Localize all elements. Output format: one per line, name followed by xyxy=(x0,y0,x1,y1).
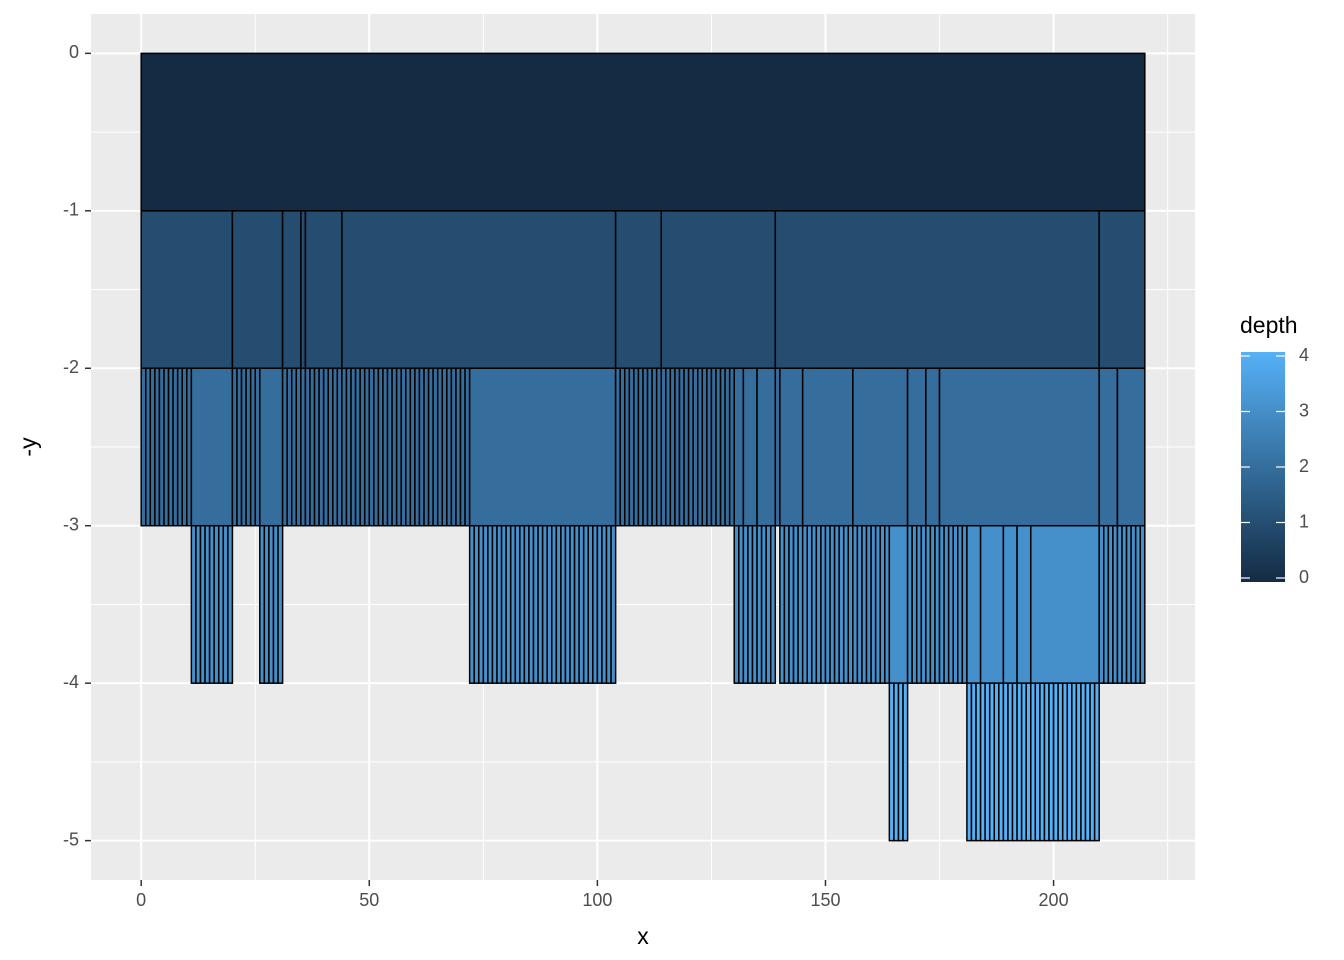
tile xyxy=(140,52,1146,212)
tile xyxy=(341,210,617,370)
tile xyxy=(1116,367,1146,527)
y-tick-label: -3 xyxy=(63,514,79,534)
tile xyxy=(979,524,1005,684)
legend-label: 0 xyxy=(1299,567,1309,587)
tile xyxy=(231,210,284,370)
tile xyxy=(779,367,804,527)
tile xyxy=(227,524,234,684)
y-tick-label: -2 xyxy=(63,357,79,377)
y-tick-label: -1 xyxy=(63,200,79,220)
tile xyxy=(801,367,854,527)
tile xyxy=(281,210,302,370)
tile xyxy=(610,524,617,684)
x-tick-label: 100 xyxy=(582,890,612,910)
legend: 0 1 2 3 4 xyxy=(1241,345,1309,587)
y-axis-title: -y xyxy=(15,437,41,457)
tile xyxy=(902,682,909,842)
tile xyxy=(1093,682,1100,842)
tile xyxy=(1098,210,1146,370)
tile xyxy=(1002,524,1018,684)
tile xyxy=(277,524,284,684)
tile xyxy=(1030,524,1100,684)
x-axis-title: x xyxy=(637,923,649,949)
tile xyxy=(1098,367,1119,527)
tile xyxy=(938,367,1100,527)
y-tick-label: -5 xyxy=(63,829,79,849)
legend-label: 2 xyxy=(1299,456,1309,476)
axes: 0 50 100 150 200 0 -1 -2 -3 -4 -5 xyxy=(63,42,1069,910)
legend-label: 1 xyxy=(1299,511,1309,531)
legend-label: 3 xyxy=(1299,400,1309,420)
tile xyxy=(852,367,909,527)
tile xyxy=(614,210,662,370)
tile xyxy=(906,367,927,527)
tile xyxy=(1139,524,1146,684)
x-tick-label: 0 xyxy=(136,890,146,910)
x-tick-label: 150 xyxy=(810,890,840,910)
legend-label: 4 xyxy=(1299,345,1309,365)
marks xyxy=(140,52,1146,842)
tile xyxy=(966,524,982,684)
tile xyxy=(140,210,234,370)
tile xyxy=(733,367,745,527)
tile xyxy=(769,524,777,684)
legend-title: depth xyxy=(1240,312,1298,338)
tile xyxy=(259,367,284,527)
tile xyxy=(756,367,777,527)
tile xyxy=(190,367,234,527)
tile xyxy=(1016,524,1032,684)
tile xyxy=(304,210,343,370)
tile xyxy=(774,210,1100,370)
tile xyxy=(468,367,617,527)
tile xyxy=(742,367,758,527)
tile xyxy=(888,524,909,684)
tile xyxy=(660,210,777,370)
tile xyxy=(925,367,941,527)
x-tick-label: 200 xyxy=(1039,890,1069,910)
x-tick-label: 50 xyxy=(359,890,379,910)
y-tick-label: 0 xyxy=(69,42,79,62)
y-tick-label: -4 xyxy=(63,672,79,692)
